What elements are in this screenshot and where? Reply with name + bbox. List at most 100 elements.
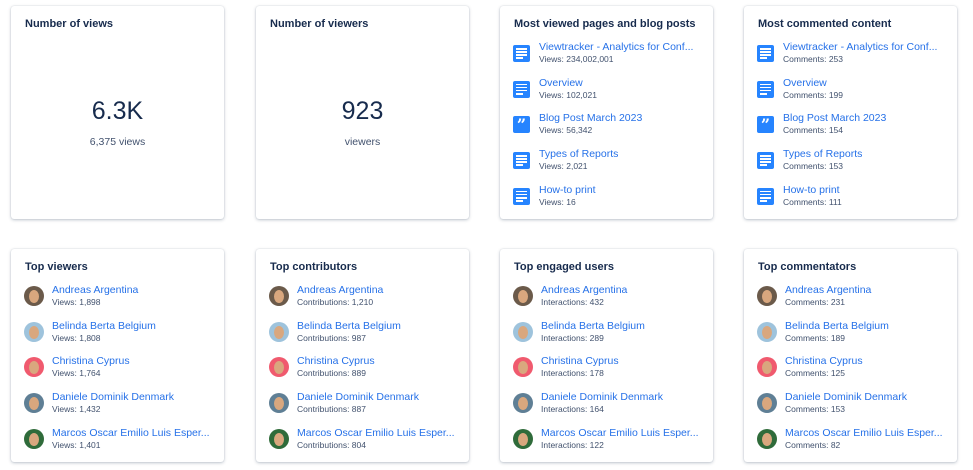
page-link[interactable]: How-to print (783, 183, 840, 196)
user-link[interactable]: Christina Cyprus (785, 355, 863, 368)
item-list: Andreas Argentina Contributions: 1,210 B… (269, 284, 459, 462)
item-stat: Comments: 82 (785, 439, 841, 450)
item-stat: Comments: 154 (783, 125, 843, 136)
avatar[interactable] (757, 428, 777, 449)
avatar[interactable] (269, 286, 289, 306)
user-link[interactable]: Daniele Dominik Denmark (52, 391, 174, 404)
avatar[interactable] (513, 357, 533, 378)
list-item: Viewtracker - Analytics for Conf... Comm… (757, 41, 947, 77)
item-stat: Views: 102,021 (539, 89, 597, 100)
list-item: Marcos Oscar Emilio Luis Esper... Intera… (513, 427, 703, 463)
page-icon (757, 152, 774, 170)
avatar[interactable] (24, 357, 44, 378)
list-item: Daniele Dominik Denmark Interactions: 16… (513, 391, 703, 427)
item-list: Andreas Argentina Comments: 231 Belinda … (757, 284, 947, 462)
list-item: Marcos Oscar Emilio Luis Esper... Commen… (757, 427, 947, 463)
avatar[interactable] (757, 393, 777, 414)
user-link[interactable]: Marcos Oscar Emilio Luis Esper... (785, 426, 943, 439)
item-stat: Contributions: 987 (297, 332, 366, 343)
user-link[interactable]: Andreas Argentina (297, 284, 384, 296)
avatar[interactable] (513, 393, 533, 414)
avatar[interactable] (24, 393, 44, 414)
list-item: Belinda Berta Belgium Contributions: 987 (269, 320, 459, 356)
list-item: Christina Cyprus Contributions: 889 (269, 355, 459, 391)
page-link[interactable]: Types of Reports (539, 148, 619, 161)
avatar[interactable] (269, 393, 289, 414)
list-item: ” Blog Post March 2023 Comments: 154 (757, 112, 947, 148)
avatar[interactable] (513, 428, 533, 449)
user-link[interactable]: Christina Cyprus (52, 355, 130, 368)
avatar[interactable] (757, 357, 777, 378)
user-link[interactable]: Daniele Dominik Denmark (541, 391, 663, 404)
user-link[interactable]: Daniele Dominik Denmark (785, 391, 907, 404)
page-link[interactable]: Blog Post March 2023 (539, 112, 643, 125)
avatar[interactable] (513, 286, 533, 306)
list-item: Types of Reports Views: 2,021 (513, 148, 703, 184)
item-stat: Comments: 231 (785, 297, 845, 307)
viewers-value: 923 (341, 97, 384, 125)
avatar[interactable] (269, 321, 289, 342)
page-link[interactable]: Overview (539, 76, 583, 89)
list-item: Daniele Dominik Denmark Comments: 153 (757, 391, 947, 427)
item-list: Viewtracker - Analytics for Conf... Comm… (757, 41, 947, 219)
page-icon (757, 187, 774, 205)
item-stat: Contributions: 889 (297, 368, 366, 379)
item-stat: Comments: 199 (783, 89, 843, 100)
list-item: Belinda Berta Belgium Views: 1,808 (24, 320, 214, 356)
page-link[interactable]: Viewtracker - Analytics for Conf... (539, 41, 694, 53)
user-link[interactable]: Andreas Argentina (785, 284, 872, 296)
list-item: Overview Views: 102,021 (513, 77, 703, 113)
list-item: Daniele Dominik Denmark Views: 1,432 (24, 391, 214, 427)
user-link[interactable]: Belinda Berta Belgium (541, 319, 645, 332)
avatar[interactable] (24, 321, 44, 342)
page-icon (757, 80, 774, 98)
item-stat: Comments: 189 (785, 332, 845, 343)
list-item: Christina Cyprus Interactions: 178 (513, 355, 703, 391)
user-link[interactable]: Belinda Berta Belgium (52, 319, 156, 332)
page-link[interactable]: How-to print (539, 183, 596, 196)
list-item: Marcos Oscar Emilio Luis Esper... Views:… (24, 427, 214, 463)
item-stat: Contributions: 804 (297, 439, 366, 450)
item-stat: Comments: 253 (783, 54, 843, 64)
top-engaged-users-card: Top engaged users Andreas Argentina Inte… (500, 249, 713, 462)
list-item: How-to print Comments: 111 (757, 184, 947, 220)
item-stat: Interactions: 289 (541, 332, 604, 343)
item-stat: Comments: 153 (785, 404, 845, 415)
user-link[interactable]: Andreas Argentina (52, 284, 139, 296)
item-list: Andreas Argentina Interactions: 432 Beli… (513, 284, 703, 462)
user-link[interactable]: Christina Cyprus (297, 355, 375, 368)
list-item: How-to print Views: 16 (513, 184, 703, 220)
page-icon (513, 45, 530, 62)
avatar[interactable] (24, 286, 44, 306)
user-link[interactable]: Marcos Oscar Emilio Luis Esper... (297, 426, 455, 439)
user-link[interactable]: Belinda Berta Belgium (785, 319, 889, 332)
avatar[interactable] (513, 321, 533, 342)
avatar[interactable] (24, 428, 44, 449)
page-link[interactable]: Viewtracker - Analytics for Conf... (783, 41, 938, 53)
blog-quote-icon: ” (757, 116, 774, 134)
item-stat: Views: 1,898 (52, 297, 101, 307)
user-link[interactable]: Marcos Oscar Emilio Luis Esper... (52, 426, 210, 439)
user-link[interactable]: Christina Cyprus (541, 355, 619, 368)
page-link[interactable]: Overview (783, 76, 827, 89)
avatar[interactable] (757, 321, 777, 342)
user-link[interactable]: Daniele Dominik Denmark (297, 391, 419, 404)
item-stat: Comments: 125 (785, 368, 845, 379)
list-item: Belinda Berta Belgium Comments: 189 (757, 320, 947, 356)
page-link[interactable]: Blog Post March 2023 (783, 112, 887, 125)
user-link[interactable]: Marcos Oscar Emilio Luis Esper... (541, 426, 699, 439)
item-list: Andreas Argentina Views: 1,898 Belinda B… (24, 284, 214, 462)
list-item: Daniele Dominik Denmark Contributions: 8… (269, 391, 459, 427)
avatar[interactable] (269, 428, 289, 449)
user-link[interactable]: Andreas Argentina (541, 284, 628, 296)
avatar[interactable] (269, 357, 289, 378)
item-stat: Views: 1,764 (52, 368, 101, 379)
item-stat: Interactions: 432 (541, 297, 604, 307)
user-link[interactable]: Belinda Berta Belgium (297, 319, 401, 332)
page-icon (513, 152, 530, 170)
item-list: Viewtracker - Analytics for Conf... View… (513, 41, 703, 219)
avatar[interactable] (757, 286, 777, 306)
card-title: Top commentators (758, 261, 857, 273)
most-viewed-card: Most viewed pages and blog posts Viewtra… (500, 6, 713, 219)
page-link[interactable]: Types of Reports (783, 148, 863, 161)
